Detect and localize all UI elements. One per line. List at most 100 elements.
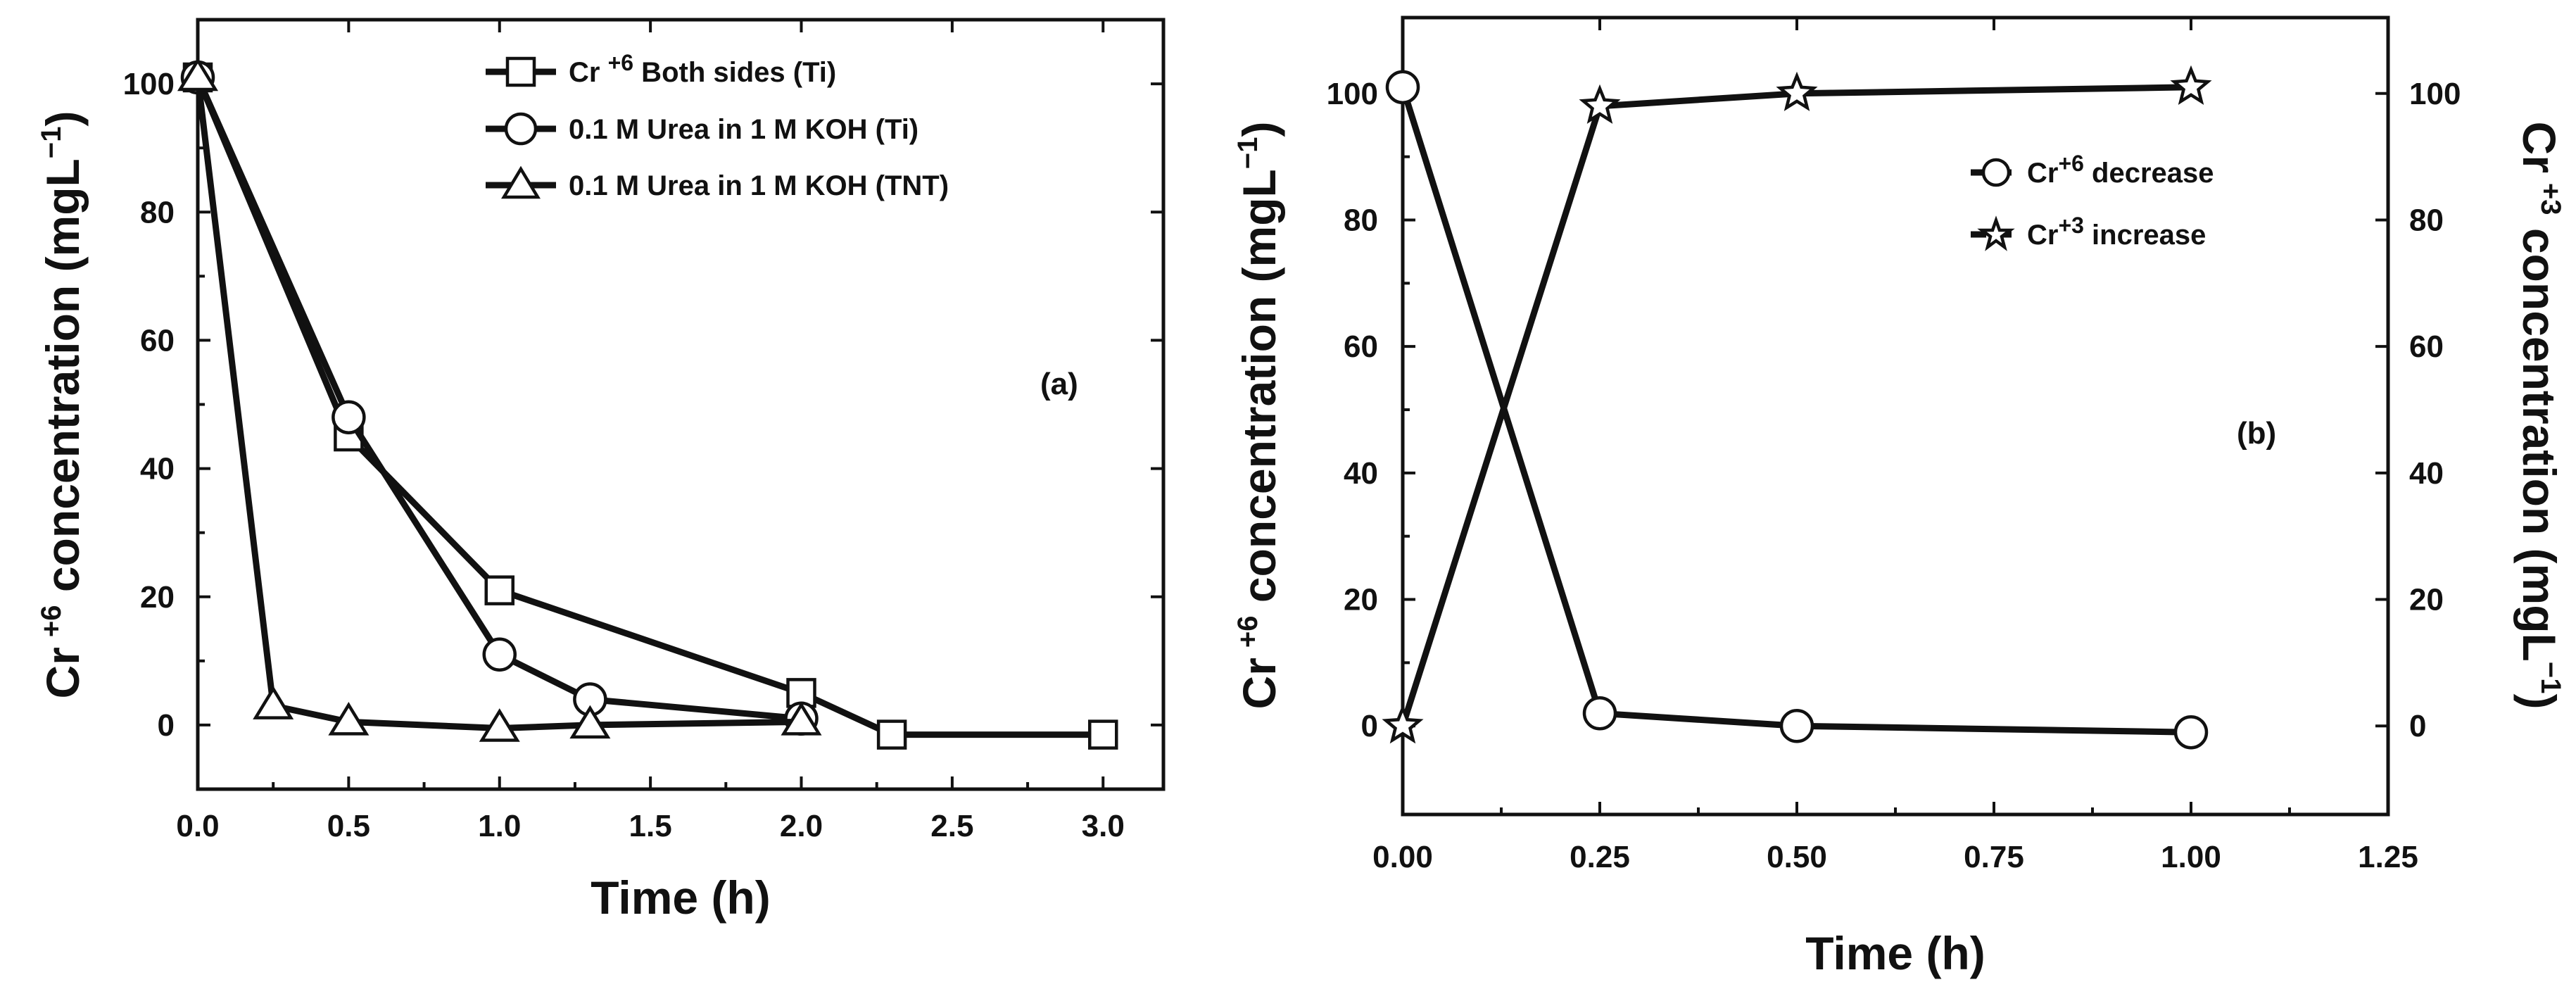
panel-b-y-right-title-unit-sup: −1: [2535, 662, 2566, 694]
y-tick-label: 80: [140, 195, 175, 229]
x-tick-label: 1.00: [2161, 840, 2221, 874]
x-tick-label: 2.5: [930, 809, 973, 843]
panel-a-ticks: [196, 20, 1163, 789]
panel-b-y-tick-labels-left: 0 20 40 60 80 100: [1327, 77, 1378, 743]
panel-b-label: (b): [2237, 416, 2276, 451]
panel-b-y-title-unit-sup: −1: [1232, 137, 1263, 170]
x-tick-label: 0.00: [1372, 840, 1433, 874]
panel-b-y-tick-labels-right: 0 20 40 60 80 100: [2409, 77, 2461, 743]
legend-label: Cr+3 increase: [2027, 213, 2206, 251]
panel-a-y-title-close: ): [37, 111, 89, 127]
x-tick-label: 0.50: [1767, 840, 1827, 874]
y-tick-label: 0: [1361, 709, 1378, 743]
data-point-star: [1382, 704, 1424, 744]
series-line: [1399, 86, 2192, 736]
y-tick-label: 20: [1344, 583, 1378, 617]
y-tick-label: 20: [140, 580, 175, 615]
panel-a-y-title-prefix: Cr: [37, 647, 89, 698]
legend-item-star-increase: Cr+3 increase: [1971, 213, 2206, 251]
x-tick-label: 0.25: [1570, 840, 1630, 874]
data-point-triangle: [569, 705, 611, 739]
data-point-triangle: [781, 702, 822, 736]
y-tick-label: 40: [140, 452, 175, 486]
panel-b-y-right-title-sup: +3: [2535, 183, 2566, 215]
circle-marker-icon: [504, 112, 538, 146]
legend-label-pre: Cr: [2027, 158, 2058, 189]
data-point-circle: [1779, 708, 1814, 743]
data-point-triangle: [253, 686, 294, 719]
data-point-triangle: [177, 57, 219, 92]
legend-label-pre: Cr: [569, 57, 608, 88]
data-point-triangle: [328, 702, 370, 736]
panel-a-legend: Cr +6 Both sides (Ti) 0.1 M Urea in 1 M …: [486, 50, 949, 201]
x-tick-label: 3.0: [1082, 809, 1125, 843]
legend-label: 0.1 M Urea in 1 M KOH (TNT): [569, 170, 949, 201]
panel-b-x-axis-title: Time (h): [1805, 927, 1985, 979]
panel-b-y-title-prefix: Cr: [1233, 658, 1285, 709]
y-tick-label: 60: [140, 323, 175, 358]
panel-a-y-title-unit-sup: −1: [36, 127, 67, 159]
y-tick-label-right: 100: [2409, 77, 2461, 111]
y-tick-label: 0: [158, 708, 175, 743]
legend-item-circle-urea-ti: 0.1 M Urea in 1 M KOH (Ti): [486, 112, 918, 146]
legend-label-pre: Cr: [2027, 220, 2058, 251]
series-triangle: [177, 57, 822, 742]
data-point-square: [876, 719, 907, 750]
y-tick-label: 100: [123, 67, 175, 101]
circle-marker-icon: [1981, 158, 2011, 187]
y-tick-label-right: 20: [2409, 583, 2444, 617]
series-circle: [180, 60, 819, 736]
legend-item-triangle-urea-tnt: 0.1 M Urea in 1 M KOH (TNT): [486, 165, 949, 201]
series-circle: [1385, 70, 2209, 750]
panel-b-y-right-title-close: ): [2513, 693, 2565, 709]
panel-b-y-title-close: ): [1233, 122, 1285, 137]
panel-a-y-axis-title: Cr +6 concentration (mgL−1): [36, 111, 89, 699]
x-tick-label: 1.0: [478, 809, 521, 843]
panel-b-y-axis-title-left: Cr +6 concentration (mgL−1): [1232, 122, 1285, 710]
y-tick-label-right: 40: [2409, 456, 2444, 491]
panel-a-label: (a): [1040, 367, 1078, 401]
legend-item-circle-decrease: Cr+6 decrease: [1971, 151, 2214, 189]
panel-b-series: [1382, 65, 2212, 750]
legend-label-post: decrease: [2084, 158, 2214, 189]
panel-a-series: [177, 57, 1118, 750]
x-tick-label: 0.5: [327, 809, 370, 843]
y-tick-label-right: 0: [2409, 709, 2426, 743]
legend-label: Cr +6 Both sides (Ti): [569, 50, 836, 88]
chart-panel-b: 0.00 0.25 0.50 0.75 1.00 1.25 0 20 40 60 80 100 0 2…: [1232, 15, 2566, 979]
square-marker-icon: [505, 56, 536, 87]
legend-label-sup: +6: [2058, 151, 2083, 176]
x-tick-label: 2.0: [780, 809, 823, 843]
series-star: [1382, 65, 2212, 744]
panel-b-y-axis-title-right: Cr +3 concentration (mgL−1): [2513, 122, 2566, 710]
legend-label-sup: +6: [608, 50, 633, 75]
series-line: [1399, 84, 2192, 727]
series-square: [182, 62, 1118, 750]
panel-b-y-title-sup: +6: [1232, 615, 1263, 648]
series-line: [194, 77, 802, 731]
y-tick-label: 100: [1327, 77, 1378, 111]
y-tick-label: 80: [1344, 203, 1378, 237]
x-tick-label: 0.75: [1964, 840, 2024, 874]
legend-label: 0.1 M Urea in 1 M KOH (Ti): [569, 114, 918, 145]
triangle-marker-icon: [501, 165, 541, 199]
x-tick-label: 1.5: [629, 809, 672, 843]
legend-label-post: Both sides (Ti): [633, 57, 836, 88]
panel-a-x-tick-labels: 0.0 0.5 1.0 1.5 2.0 2.5 3.0: [176, 809, 1124, 843]
data-point-circle: [1582, 696, 1617, 731]
panel-a-x-axis-title: Time (h): [591, 872, 770, 924]
panel-a-y-tick-labels: 0 20 40 60 80 100: [123, 67, 175, 743]
y-tick-label-right: 80: [2409, 203, 2444, 237]
star-marker-icon: [1977, 215, 2015, 251]
chart-panel-a: 0.0 0.5 1.0 1.5 2.0 2.5 3.0 0 20 40 60 80 100 Time …: [36, 18, 1166, 924]
data-point-circle: [2173, 715, 2209, 750]
y-tick-label-right: 60: [2409, 329, 2444, 364]
legend-label-post: increase: [2084, 220, 2206, 251]
data-point-circle: [1385, 70, 1420, 105]
y-tick-label: 40: [1344, 456, 1378, 491]
x-tick-label: 1.25: [2358, 840, 2418, 874]
panel-b-y-right-title-rest: concentration (mgL: [2513, 215, 2565, 662]
x-tick-label: 0.0: [176, 809, 219, 843]
panel-a-y-title-rest: concentration (mgL: [37, 158, 89, 605]
panel-b-x-tick-labels: 0.00 0.25 0.50 0.75 1.00 1.25: [1372, 840, 2418, 874]
